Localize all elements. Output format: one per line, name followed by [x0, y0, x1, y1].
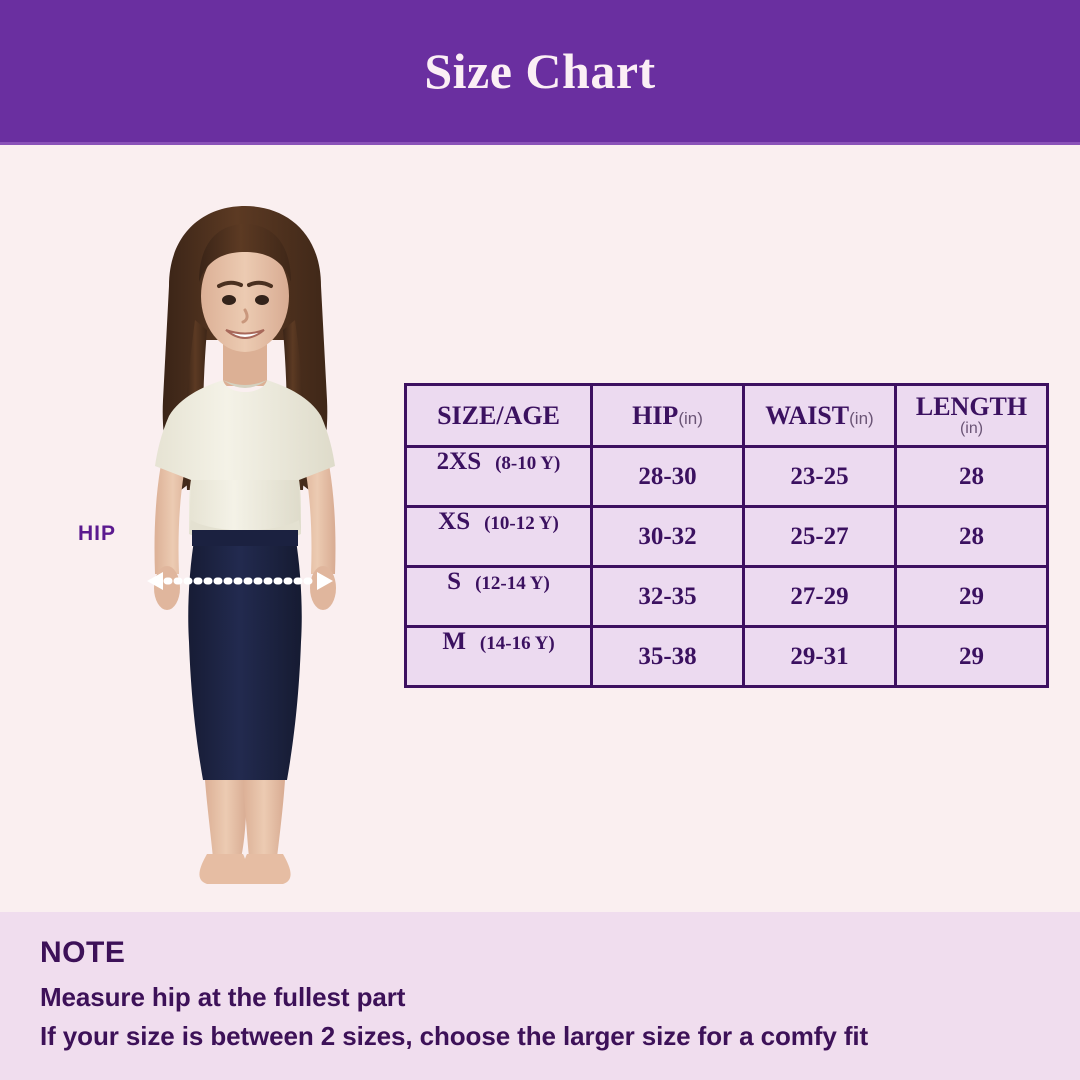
size-age: (10-12 Y)	[484, 513, 559, 534]
column-header-hip: HIP(in)	[590, 383, 745, 448]
size-code: S	[447, 568, 462, 595]
column-header-waist-unit: (in)	[849, 408, 874, 428]
eyebrow-left	[217, 280, 243, 288]
hip-label: HIP	[78, 522, 117, 545]
leg-left	[205, 780, 247, 858]
table-header: SIZE/AGE HIP(in) WAIST(in) LENGTH (in)	[404, 383, 1049, 448]
cell-length: 28	[894, 505, 1049, 568]
size-chart-table: SIZE/AGE HIP(in) WAIST(in) LENGTH (in)	[404, 383, 1049, 688]
eye-left	[222, 295, 236, 305]
nose	[241, 308, 249, 324]
cell-waist: 25-27	[742, 505, 897, 568]
table-row: M (14-16 Y) 35-38 29-31 29	[404, 625, 1049, 688]
cell-size-age: XS (10-12 Y)	[404, 505, 593, 568]
table-header-row: SIZE/AGE HIP(in) WAIST(in) LENGTH (in)	[404, 383, 1049, 448]
model-illustration	[154, 206, 336, 884]
foot-right	[242, 854, 291, 884]
hip-measure-arrow-icon	[147, 572, 333, 590]
note-line-1: Measure hip at the fullest part	[40, 982, 406, 1012]
column-header-length-unit: (in)	[959, 420, 984, 438]
eyebrow-right	[247, 280, 273, 288]
neck	[223, 340, 267, 386]
column-header-size-age-label: SIZE/AGE	[437, 400, 560, 430]
model-figure	[95, 190, 395, 905]
size-code: XS	[438, 508, 471, 535]
main-content-area: HIP SIZE/AGE HIP(in) WAIST(in)	[0, 145, 1080, 912]
cell-waist: 23-25	[742, 445, 897, 508]
column-header-waist: WAIST(in)	[742, 383, 897, 448]
fringe	[199, 224, 291, 282]
note-band: NOTE Measure hip at the fullest part If …	[0, 912, 1080, 1080]
size-age: (14-16 Y)	[479, 633, 555, 654]
eye-right	[255, 295, 269, 305]
hand-right	[310, 566, 336, 610]
foot-left	[199, 854, 248, 884]
cell-length: 29	[894, 625, 1049, 688]
cell-hip: 30-32	[590, 505, 745, 568]
note-line-2: If your size is between 2 sizes, choose …	[40, 1021, 869, 1051]
page-title: Size Chart	[424, 43, 656, 99]
mouth	[225, 329, 265, 339]
column-header-hip-unit: (in)	[678, 408, 703, 428]
column-header-length: LENGTH (in)	[894, 383, 1049, 448]
size-age: (12-14 Y)	[475, 573, 550, 594]
cell-length: 29	[894, 565, 1049, 628]
leg-right	[243, 780, 285, 858]
tshirt-body	[189, 480, 301, 534]
column-header-hip-label: HIP	[632, 400, 679, 430]
cell-length: 28	[894, 445, 1049, 508]
column-header-size-age: SIZE/AGE	[404, 383, 593, 448]
size-code: 2XS	[436, 448, 482, 475]
face	[201, 240, 289, 352]
size-code: M	[442, 628, 466, 655]
cell-hip: 32-35	[590, 565, 745, 628]
cell-waist: 27-29	[742, 565, 897, 628]
cell-hip: 28-30	[590, 445, 745, 508]
cell-hip: 35-38	[590, 625, 745, 688]
cell-size-age: S (12-14 Y)	[404, 565, 593, 628]
leggings	[188, 534, 302, 780]
table-body: 2XS (8-10 Y) 28-30 23-25 28 XS (10-12 Y)	[404, 445, 1049, 688]
table-row: 2XS (8-10 Y) 28-30 23-25 28	[404, 445, 1049, 508]
column-header-length-label: LENGTH	[915, 392, 1028, 422]
cell-size-age: M (14-16 Y)	[404, 625, 593, 688]
table-row: XS (10-12 Y) 30-32 25-27 28	[404, 505, 1049, 568]
header-banner: Size Chart	[0, 0, 1080, 145]
note-heading: NOTE	[40, 936, 126, 969]
cell-size-age: 2XS (8-10 Y)	[404, 445, 593, 508]
waistband	[192, 530, 298, 546]
table-row: S (12-14 Y) 32-35 27-29 29	[404, 565, 1049, 628]
cell-waist: 29-31	[742, 625, 897, 688]
collar	[223, 380, 267, 388]
size-age: (8-10 Y)	[495, 453, 561, 474]
column-header-waist-label: WAIST	[765, 400, 850, 430]
size-chart-table-wrap: SIZE/AGE HIP(in) WAIST(in) LENGTH (in)	[404, 383, 1049, 688]
